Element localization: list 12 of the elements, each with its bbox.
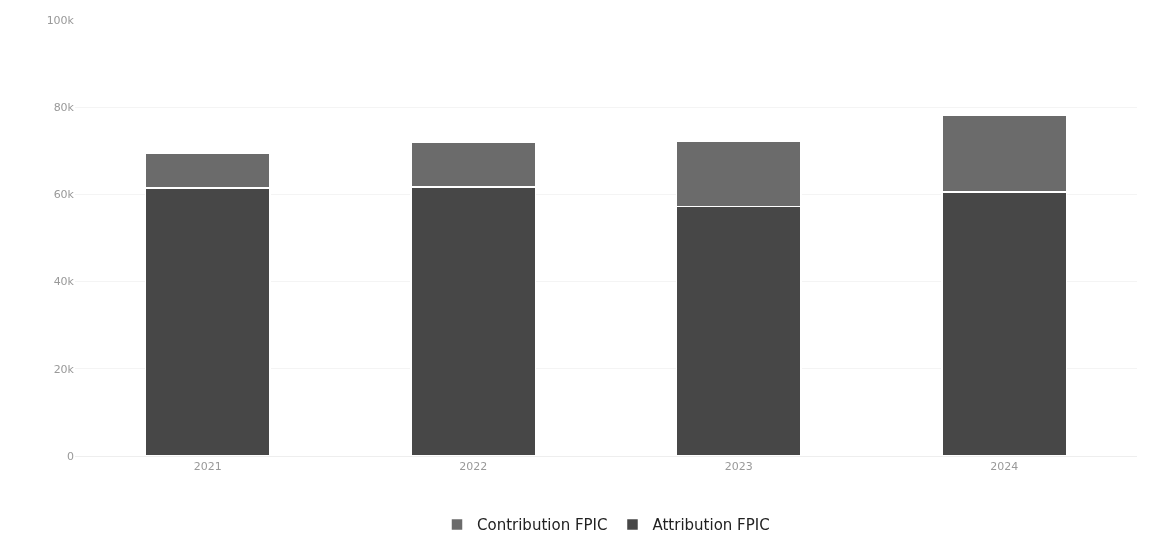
x-tick-label: 2021 — [193, 460, 222, 474]
legend-label: Attribution FPIC — [652, 516, 770, 535]
x-tick-label: 2022 — [459, 460, 488, 474]
y-tick-label: 100k — [46, 13, 75, 27]
y-tick-label: 0 — [67, 449, 74, 463]
legend-label: Contribution FPIC — [477, 516, 608, 535]
y-tick-label: 60k — [53, 188, 75, 202]
x-tick-label: 2023 — [724, 460, 753, 474]
y-tick-label: 40k — [53, 275, 75, 289]
y-tick-label: 80k — [53, 101, 75, 115]
y-tick-label: 20k — [53, 362, 75, 376]
x-tick-label: 2024 — [990, 460, 1019, 474]
